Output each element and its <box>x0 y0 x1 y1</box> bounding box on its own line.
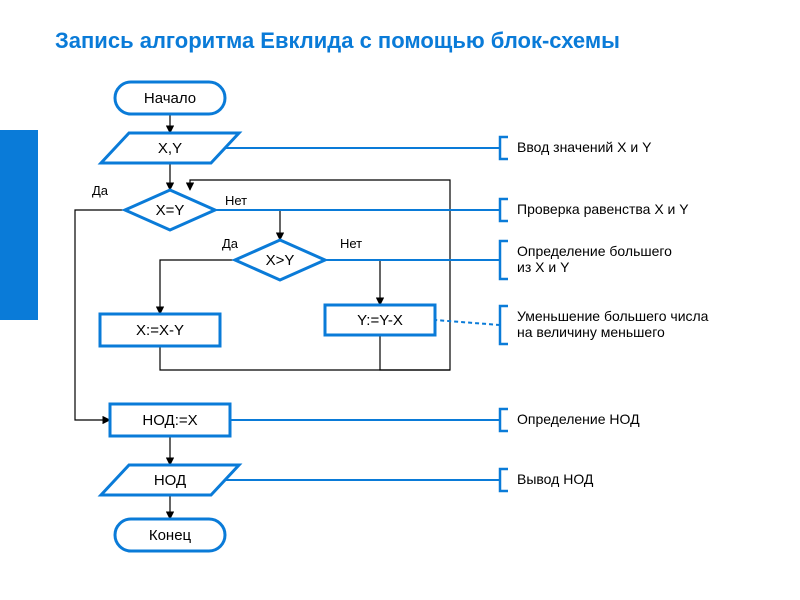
svg-text:X,Y: X,Y <box>158 140 182 157</box>
svg-text:Нет: Нет <box>225 193 247 208</box>
svg-text:НОД: НОД <box>154 472 186 489</box>
svg-text:Да: Да <box>92 183 109 198</box>
svg-text:Y:=Y-X: Y:=Y-X <box>357 312 403 329</box>
svg-text:Вывод НОД: Вывод НОД <box>517 471 594 487</box>
svg-text:из X и Y: из X и Y <box>517 259 570 275</box>
svg-text:Ввод значений X и Y: Ввод значений X и Y <box>517 139 652 155</box>
svg-text:Определение большего: Определение большего <box>517 243 672 259</box>
svg-text:X=Y: X=Y <box>156 202 185 219</box>
svg-text:Проверка равенства X и Y: Проверка равенства X и Y <box>517 201 689 217</box>
flowchart-svg: Начало X,Y X=Y X>Y X:=X-Y Y:=Y-X НОД:=X НОД Коне… <box>0 0 800 600</box>
svg-text:НОД:=X: НОД:=X <box>142 412 197 429</box>
svg-text:X:=X-Y: X:=X-Y <box>136 322 184 339</box>
svg-text:Начало: Начало <box>144 90 196 107</box>
svg-text:Да: Да <box>222 236 239 251</box>
svg-text:на величину меньшего: на величину меньшего <box>517 324 665 340</box>
svg-text:Нет: Нет <box>340 236 362 251</box>
svg-text:Конец: Конец <box>149 527 192 544</box>
svg-text:Уменьшение большего числа: Уменьшение большего числа <box>517 308 709 324</box>
svg-text:X>Y: X>Y <box>266 252 295 269</box>
svg-text:Определение НОД: Определение НОД <box>517 411 640 427</box>
